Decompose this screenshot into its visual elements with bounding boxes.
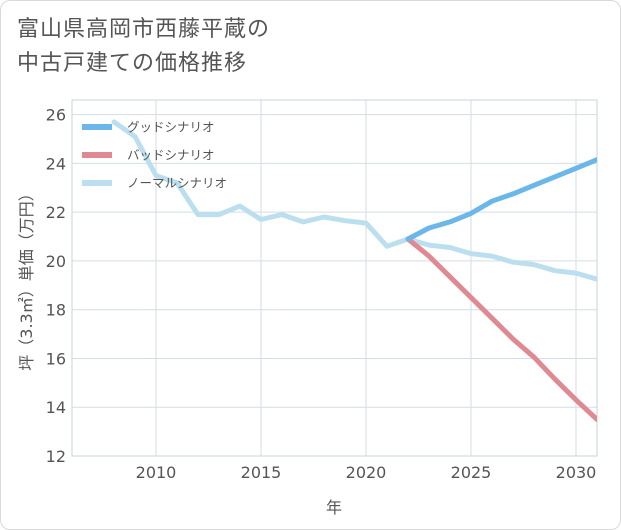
chart-title: 富山県高岡市西藤平蔵の 中古戸建ての価格推移 (17, 13, 270, 81)
x-tick-label: 2020 (346, 463, 387, 482)
y-tick-label: 26 (46, 106, 66, 125)
series-lines (111, 119, 597, 422)
x-axis-title: 年 (326, 498, 342, 517)
x-tick-label: 2025 (451, 463, 492, 482)
legend-label-1: バッドシナリオ (127, 148, 215, 163)
chart-title-line-1: 富山県高岡市西藤平蔵の (17, 17, 271, 42)
y-tick-label: 22 (46, 203, 66, 222)
legend-label-2: ノーマルシナリオ (127, 176, 227, 191)
series-line-1 (405, 236, 597, 422)
y-tick-label: 24 (46, 154, 66, 173)
chart-title-line-2: 中古戸建ての価格推移 (17, 51, 248, 76)
x-tick-label: 2015 (241, 463, 282, 482)
x-tick-label: 2010 (136, 463, 177, 482)
x-tick-label: 2030 (556, 463, 597, 482)
grid-lines (72, 100, 597, 457)
x-tick-labels: 2010 2015 2020 2025 2030 (136, 463, 597, 482)
y-tick-label: 18 (46, 301, 66, 320)
series-line-0 (405, 157, 597, 242)
y-tick-label: 16 (46, 349, 66, 368)
series-line-2 (111, 119, 597, 282)
y-tick-labels: 12 14 16 18 20 22 24 26 (46, 106, 66, 466)
y-axis-title: 坪（3.3㎡）単価（万円） (17, 185, 36, 370)
y-tick-label: 12 (46, 447, 66, 466)
y-tick-label: 20 (46, 252, 66, 271)
y-tick-label: 14 (46, 398, 66, 417)
legend-label-0: グッドシナリオ (127, 120, 215, 135)
